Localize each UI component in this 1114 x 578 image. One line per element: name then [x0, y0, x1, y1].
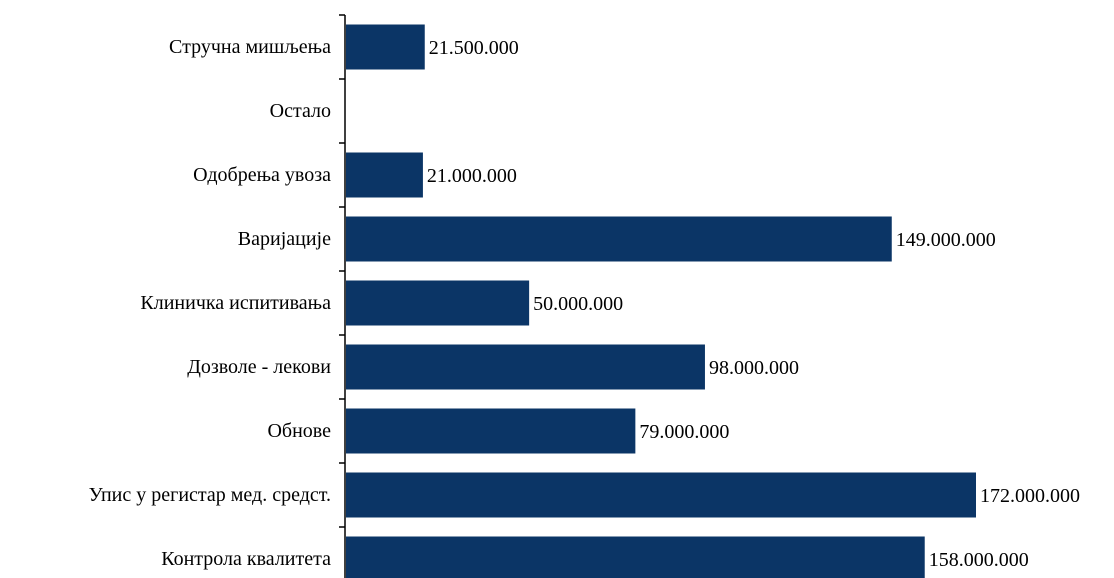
bar	[346, 536, 925, 578]
labels-group: Стручна мишљења 21.500.000 Остало Одобрења …	[89, 36, 1080, 571]
bar	[346, 24, 425, 70]
data-label: 21.000.000	[427, 165, 517, 187]
data-label: 79.000.000	[639, 421, 729, 443]
category-label: Контрола квалитета	[161, 548, 331, 570]
bar	[346, 280, 530, 326]
category-axis	[339, 14, 346, 578]
category-label: Обнове	[267, 420, 331, 442]
category-label: Клиничка испитивања	[140, 292, 331, 314]
category-label: Варијације	[238, 228, 331, 250]
data-label: 158.000.000	[929, 549, 1029, 571]
bar	[346, 472, 976, 518]
bar	[346, 216, 892, 262]
category-label: Остало	[270, 100, 331, 122]
bars-group	[346, 24, 976, 578]
data-label: 50.000.000	[533, 293, 623, 315]
data-label: 172.000.000	[980, 485, 1080, 507]
data-label: 149.000.000	[896, 229, 996, 251]
bar	[346, 152, 423, 198]
category-label: Дозволе - лекови	[187, 356, 331, 378]
bar	[346, 344, 705, 390]
category-label: Стручна мишљења	[169, 36, 331, 58]
data-label: 98.000.000	[709, 357, 799, 379]
bar	[346, 408, 636, 454]
data-label: 21.500.000	[429, 37, 519, 59]
category-label: Упис у регистар мед. средст.	[89, 484, 331, 506]
category-label: Одобрења увоза	[193, 164, 331, 186]
